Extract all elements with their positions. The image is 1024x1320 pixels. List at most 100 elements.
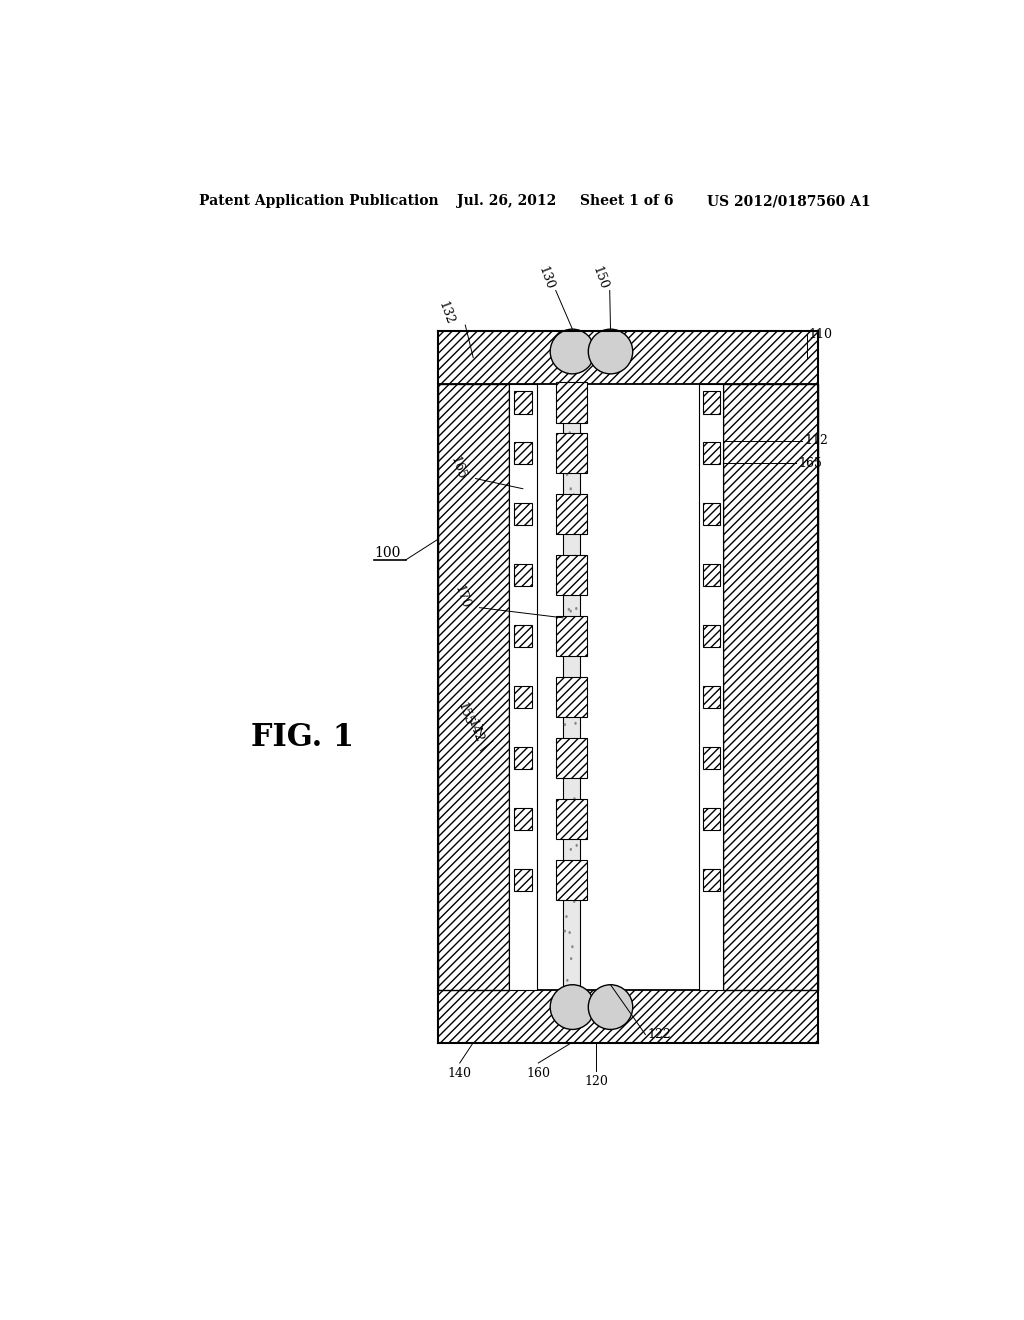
Ellipse shape <box>569 847 572 851</box>
Bar <box>702 442 720 465</box>
Ellipse shape <box>571 945 573 948</box>
Ellipse shape <box>567 638 570 642</box>
Ellipse shape <box>578 451 580 454</box>
Ellipse shape <box>588 329 633 374</box>
Text: Patent Application Publication: Patent Application Publication <box>200 194 439 209</box>
Bar <box>437 331 818 384</box>
Ellipse shape <box>574 772 577 775</box>
Ellipse shape <box>575 843 578 847</box>
Bar <box>702 808 720 830</box>
Ellipse shape <box>573 797 575 800</box>
Ellipse shape <box>570 957 572 960</box>
Bar <box>556 615 588 656</box>
Ellipse shape <box>566 473 568 477</box>
Ellipse shape <box>573 407 577 411</box>
Text: Sheet 1 of 6: Sheet 1 of 6 <box>581 194 674 209</box>
Bar <box>702 686 720 709</box>
Ellipse shape <box>568 432 571 434</box>
Ellipse shape <box>565 577 568 579</box>
Bar <box>514 747 531 770</box>
Bar <box>702 391 720 413</box>
Ellipse shape <box>566 585 569 587</box>
Bar <box>514 869 531 891</box>
Text: 150: 150 <box>590 265 610 292</box>
Ellipse shape <box>574 867 577 870</box>
Ellipse shape <box>572 653 574 656</box>
Ellipse shape <box>565 411 567 413</box>
Text: FIG. 1: FIG. 1 <box>251 722 354 754</box>
Ellipse shape <box>572 702 575 706</box>
Bar <box>702 869 720 891</box>
Ellipse shape <box>568 931 570 935</box>
Ellipse shape <box>574 554 577 558</box>
Ellipse shape <box>569 644 572 648</box>
Text: 112: 112 <box>804 434 828 447</box>
Text: 140: 140 <box>447 1067 472 1080</box>
Bar <box>514 808 531 830</box>
Ellipse shape <box>572 494 574 496</box>
Ellipse shape <box>575 607 578 610</box>
Text: 142: 142 <box>465 717 485 744</box>
Ellipse shape <box>563 929 566 933</box>
Ellipse shape <box>574 722 577 725</box>
Ellipse shape <box>570 870 572 874</box>
Ellipse shape <box>567 607 570 611</box>
Ellipse shape <box>565 685 568 688</box>
Bar <box>702 624 720 647</box>
Bar <box>509 384 537 990</box>
Bar <box>556 799 588 840</box>
Text: 130: 130 <box>536 265 556 292</box>
Ellipse shape <box>574 884 578 887</box>
Ellipse shape <box>568 763 570 766</box>
Ellipse shape <box>588 985 633 1030</box>
Ellipse shape <box>569 863 572 866</box>
Ellipse shape <box>569 610 571 612</box>
Ellipse shape <box>568 812 571 814</box>
Ellipse shape <box>567 589 570 591</box>
Ellipse shape <box>565 700 567 704</box>
Ellipse shape <box>569 487 572 490</box>
Ellipse shape <box>566 979 568 982</box>
Ellipse shape <box>571 516 573 519</box>
Bar <box>699 384 723 990</box>
Ellipse shape <box>577 566 579 569</box>
Bar <box>514 624 531 647</box>
Bar <box>702 564 720 586</box>
Bar <box>514 442 531 465</box>
Ellipse shape <box>565 715 567 718</box>
Ellipse shape <box>550 985 595 1030</box>
Ellipse shape <box>550 329 595 374</box>
Ellipse shape <box>564 816 566 818</box>
Text: 160: 160 <box>526 1067 550 1080</box>
Ellipse shape <box>573 519 575 521</box>
Ellipse shape <box>571 528 573 531</box>
Text: 132: 132 <box>435 300 456 326</box>
Ellipse shape <box>573 708 575 711</box>
Bar <box>514 391 531 413</box>
Ellipse shape <box>564 446 567 449</box>
Ellipse shape <box>574 515 577 517</box>
Text: 170: 170 <box>452 583 472 611</box>
Ellipse shape <box>564 403 567 405</box>
Ellipse shape <box>565 915 567 917</box>
Text: Jul. 26, 2012: Jul. 26, 2012 <box>458 194 557 209</box>
Bar <box>556 381 588 422</box>
Text: 122: 122 <box>648 1028 672 1041</box>
Bar <box>556 433 588 474</box>
Ellipse shape <box>569 756 572 759</box>
Bar <box>514 686 531 709</box>
Text: 165: 165 <box>447 455 468 482</box>
Ellipse shape <box>574 556 577 560</box>
Ellipse shape <box>575 504 578 507</box>
Text: 110: 110 <box>809 327 833 341</box>
Ellipse shape <box>575 568 578 570</box>
Bar <box>556 738 588 779</box>
Ellipse shape <box>565 569 568 572</box>
Ellipse shape <box>573 900 575 903</box>
Bar <box>702 747 720 770</box>
Text: 100: 100 <box>374 546 400 560</box>
Ellipse shape <box>567 407 569 409</box>
Bar <box>556 494 588 535</box>
Ellipse shape <box>566 741 568 743</box>
Bar <box>556 677 588 718</box>
